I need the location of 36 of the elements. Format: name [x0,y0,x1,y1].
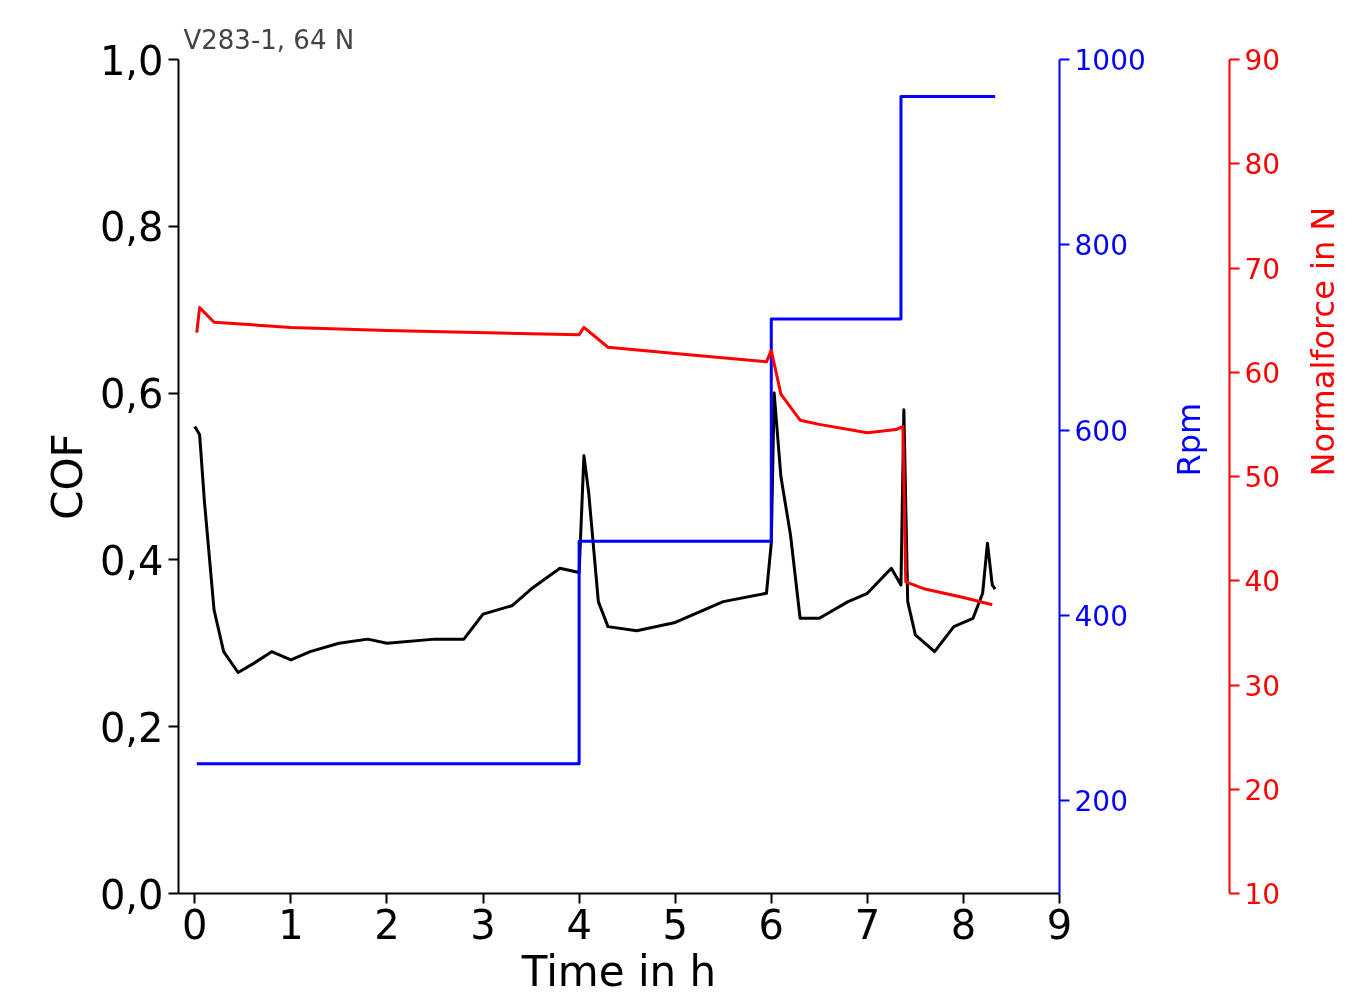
y2-tick-label: 800 [1074,229,1128,263]
y3-tick-label: 50 [1244,461,1281,494]
y-axis-title: COF [42,433,92,520]
y3-tick-label: 20 [1244,773,1281,807]
y3-tick-label: 60 [1244,356,1281,390]
y3-tick-label: 30 [1244,669,1281,703]
line-series [195,306,994,607]
y2-tick-label: 1000 [1074,44,1146,77]
y2-axis-title: Rpm [1169,402,1208,477]
x-tick-label: 9 [1046,901,1073,948]
y3-tick-label: 70 [1244,252,1281,286]
x-tick-label: 5 [662,901,688,948]
y-tick-label: 0,8 [99,204,164,251]
y2-tick-label: 600 [1074,414,1128,448]
y3-tick-label: 90 [1244,44,1281,77]
y-tick-label: 0,0 [99,871,164,918]
x-tick-label: 2 [374,901,400,948]
x-tick-label: 6 [758,901,785,948]
y-tick-label: 0,6 [99,371,164,418]
y-tick-label: 0,2 [99,704,164,751]
y-tick-label: 1,0 [99,37,164,84]
x-tick-label: 7 [854,901,881,948]
chart-title: V283-1, 64 N [183,24,355,55]
y2-tick-label: 200 [1074,785,1128,819]
x-tick-label: 1 [278,901,304,948]
y3-axis-title: Normalforce in N [1304,206,1343,477]
y2-tick-label: 400 [1074,600,1128,633]
x-tick-label: 0 [182,901,208,948]
y3-tick-label: 10 [1244,878,1281,911]
x-tick-label: 4 [566,901,592,948]
y3-tick-label: 40 [1244,565,1281,599]
y3-tick-label: 80 [1244,148,1281,182]
y-tick-label: 0,4 [99,537,164,584]
x-axis-title: Time in h [520,946,717,996]
x-tick-label: 3 [470,901,496,948]
x-tick-label: 8 [950,901,977,948]
